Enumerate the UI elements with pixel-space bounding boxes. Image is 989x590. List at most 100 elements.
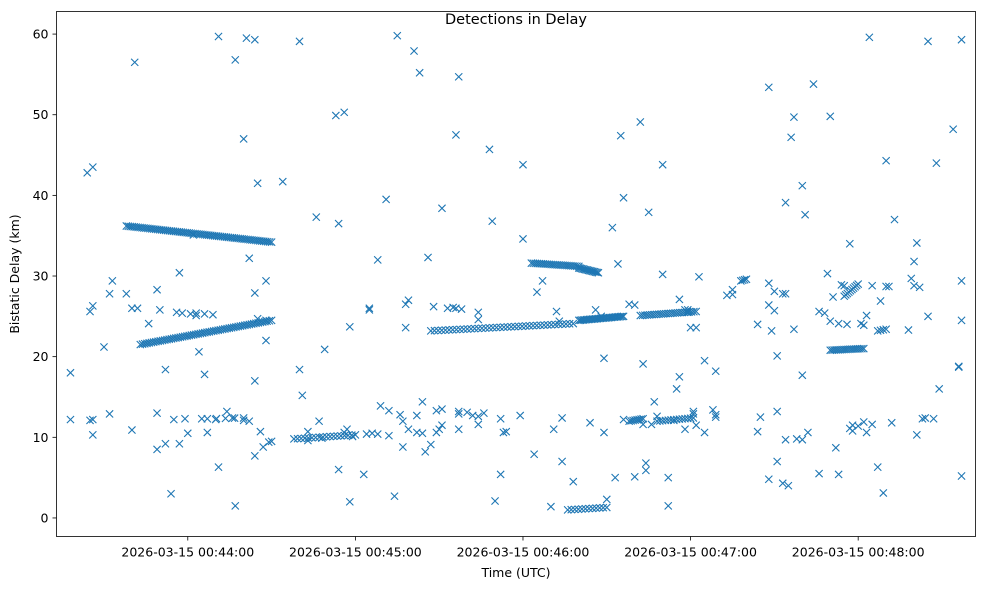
data-point bbox=[884, 282, 893, 291]
data-point bbox=[474, 420, 483, 429]
data-point bbox=[228, 413, 237, 422]
data-point bbox=[778, 479, 787, 488]
data-point bbox=[470, 324, 479, 333]
data-point bbox=[373, 255, 382, 264]
data-point bbox=[865, 33, 874, 42]
data-point bbox=[169, 415, 178, 424]
data-point bbox=[608, 223, 617, 232]
data-point bbox=[175, 439, 184, 448]
data-point bbox=[454, 409, 463, 418]
data-point bbox=[664, 501, 673, 510]
data-point bbox=[256, 427, 265, 436]
data-point bbox=[308, 433, 316, 442]
data-point bbox=[700, 428, 709, 437]
data-point bbox=[430, 326, 439, 335]
data-point bbox=[221, 414, 230, 423]
data-point bbox=[532, 321, 541, 330]
data-point bbox=[384, 406, 393, 415]
data-point bbox=[334, 465, 343, 474]
data-point bbox=[474, 315, 483, 324]
data-point bbox=[253, 314, 262, 323]
data-point bbox=[882, 325, 891, 334]
data-point bbox=[639, 359, 648, 368]
data-point bbox=[555, 317, 564, 326]
data-point bbox=[826, 112, 835, 121]
data-point bbox=[831, 443, 840, 452]
data-point bbox=[203, 428, 212, 437]
data-point bbox=[600, 428, 608, 437]
data-point bbox=[611, 473, 620, 482]
data-point bbox=[245, 417, 254, 426]
y-tick-label: 50 bbox=[33, 107, 49, 122]
data-point bbox=[764, 475, 773, 484]
data-point bbox=[692, 307, 701, 316]
data-point bbox=[740, 275, 749, 284]
data-point bbox=[412, 411, 421, 420]
data-point bbox=[686, 323, 695, 332]
data-point bbox=[619, 415, 628, 424]
data-point bbox=[641, 459, 650, 468]
data-point bbox=[303, 427, 312, 436]
data-point bbox=[454, 425, 463, 434]
data-point bbox=[854, 280, 863, 289]
data-point bbox=[317, 434, 326, 443]
data-point bbox=[315, 433, 324, 442]
data-point bbox=[756, 413, 765, 422]
data-point bbox=[250, 35, 259, 44]
x-tick-label: 2026-03-15 00:44:00 bbox=[121, 545, 254, 560]
data-point bbox=[784, 481, 793, 490]
data-point bbox=[507, 322, 516, 331]
data-point bbox=[630, 472, 639, 481]
data-point bbox=[295, 365, 304, 374]
data-point bbox=[672, 384, 681, 393]
data-point bbox=[105, 409, 114, 418]
data-point bbox=[485, 323, 494, 332]
data-point bbox=[742, 275, 751, 284]
data-point bbox=[488, 323, 497, 332]
data-point bbox=[711, 413, 720, 422]
data-point bbox=[253, 179, 262, 188]
data-point bbox=[675, 295, 684, 304]
data-point bbox=[549, 425, 558, 434]
data-point bbox=[619, 312, 628, 321]
data-point bbox=[499, 323, 508, 332]
data-point bbox=[924, 312, 933, 321]
data-point bbox=[570, 505, 579, 514]
data-point bbox=[700, 356, 709, 365]
data-point bbox=[692, 323, 701, 332]
data-point bbox=[415, 68, 424, 77]
data-point bbox=[653, 412, 662, 421]
data-point bbox=[265, 237, 274, 246]
y-tick-label: 0 bbox=[41, 510, 49, 525]
data-point bbox=[530, 450, 539, 459]
data-point bbox=[262, 336, 270, 345]
data-point bbox=[546, 502, 555, 511]
data-point bbox=[456, 325, 465, 334]
data-point bbox=[105, 289, 114, 298]
data-point bbox=[592, 504, 601, 513]
data-point bbox=[764, 279, 773, 288]
data-point bbox=[312, 213, 321, 222]
data-point bbox=[798, 371, 807, 380]
data-point bbox=[829, 292, 838, 301]
data-point bbox=[239, 413, 248, 422]
data-point bbox=[753, 427, 762, 436]
data-point bbox=[183, 429, 192, 438]
data-point bbox=[681, 425, 689, 434]
data-point bbox=[753, 320, 762, 329]
data-point bbox=[348, 432, 357, 441]
data-point bbox=[437, 421, 446, 430]
data-point bbox=[479, 409, 488, 418]
data-point bbox=[153, 409, 162, 418]
data-point bbox=[801, 210, 810, 219]
data-point bbox=[454, 72, 463, 81]
data-point bbox=[88, 301, 97, 310]
data-point bbox=[231, 55, 240, 64]
y-tick-label: 10 bbox=[33, 430, 49, 445]
data-point bbox=[644, 208, 653, 217]
data-point bbox=[477, 324, 486, 333]
data-point bbox=[404, 296, 413, 305]
data-point bbox=[492, 323, 501, 332]
data-point bbox=[949, 125, 958, 134]
data-point bbox=[303, 436, 312, 445]
